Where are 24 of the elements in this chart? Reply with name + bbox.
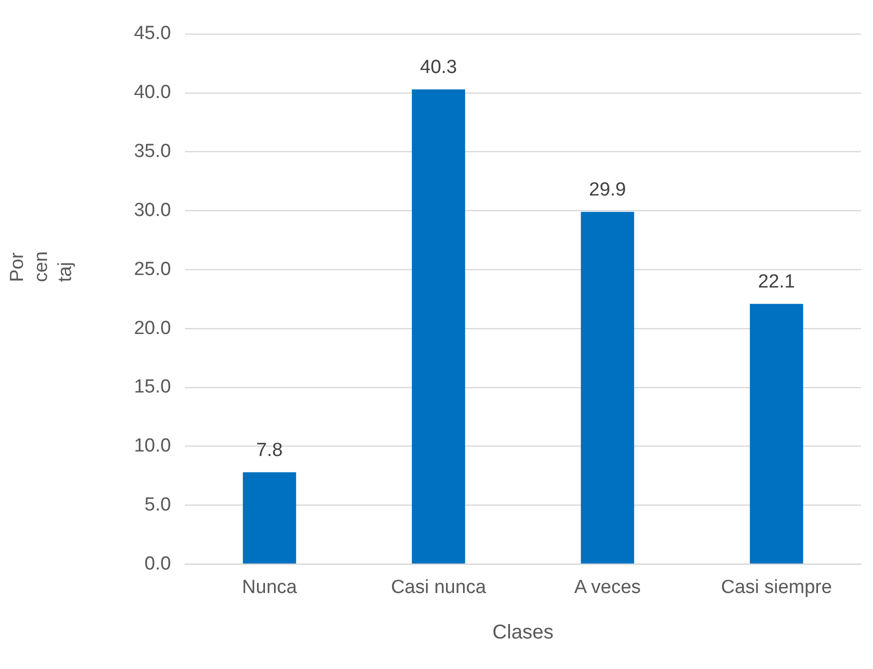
data-label: 7.8: [256, 440, 283, 462]
bar: [242, 472, 296, 564]
y-axis-title: Porcentaj: [6, 250, 77, 282]
x-axis-title: Clases: [492, 622, 554, 644]
data-label: 40.3: [420, 57, 457, 78]
x-tick-label: Casi nunca: [390, 576, 486, 598]
y-tick-label: 45.0: [134, 23, 171, 44]
y-tick-label: 30.0: [134, 200, 171, 221]
bar: [412, 89, 466, 564]
y-tick-label: 20.0: [134, 318, 171, 339]
y-tick-label: 25.0: [134, 258, 171, 280]
y-tick-label: 40.0: [134, 82, 171, 104]
y-tick-label: 5.0: [144, 494, 171, 516]
y-tick-label: 0.0: [144, 553, 171, 574]
y-tick-label: 10.0: [134, 436, 171, 457]
bar: [580, 212, 634, 564]
x-tick-label: Nunca: [242, 576, 298, 598]
data-label: 22.1: [758, 272, 795, 293]
data-label: 29.9: [589, 180, 626, 201]
y-tick-label: 15.0: [134, 376, 171, 398]
y-tick-label: 35.0: [134, 141, 171, 162]
x-tick-label: Casi siempre: [721, 576, 832, 598]
x-tick-label: A veces: [574, 576, 641, 598]
bar: [750, 304, 804, 564]
